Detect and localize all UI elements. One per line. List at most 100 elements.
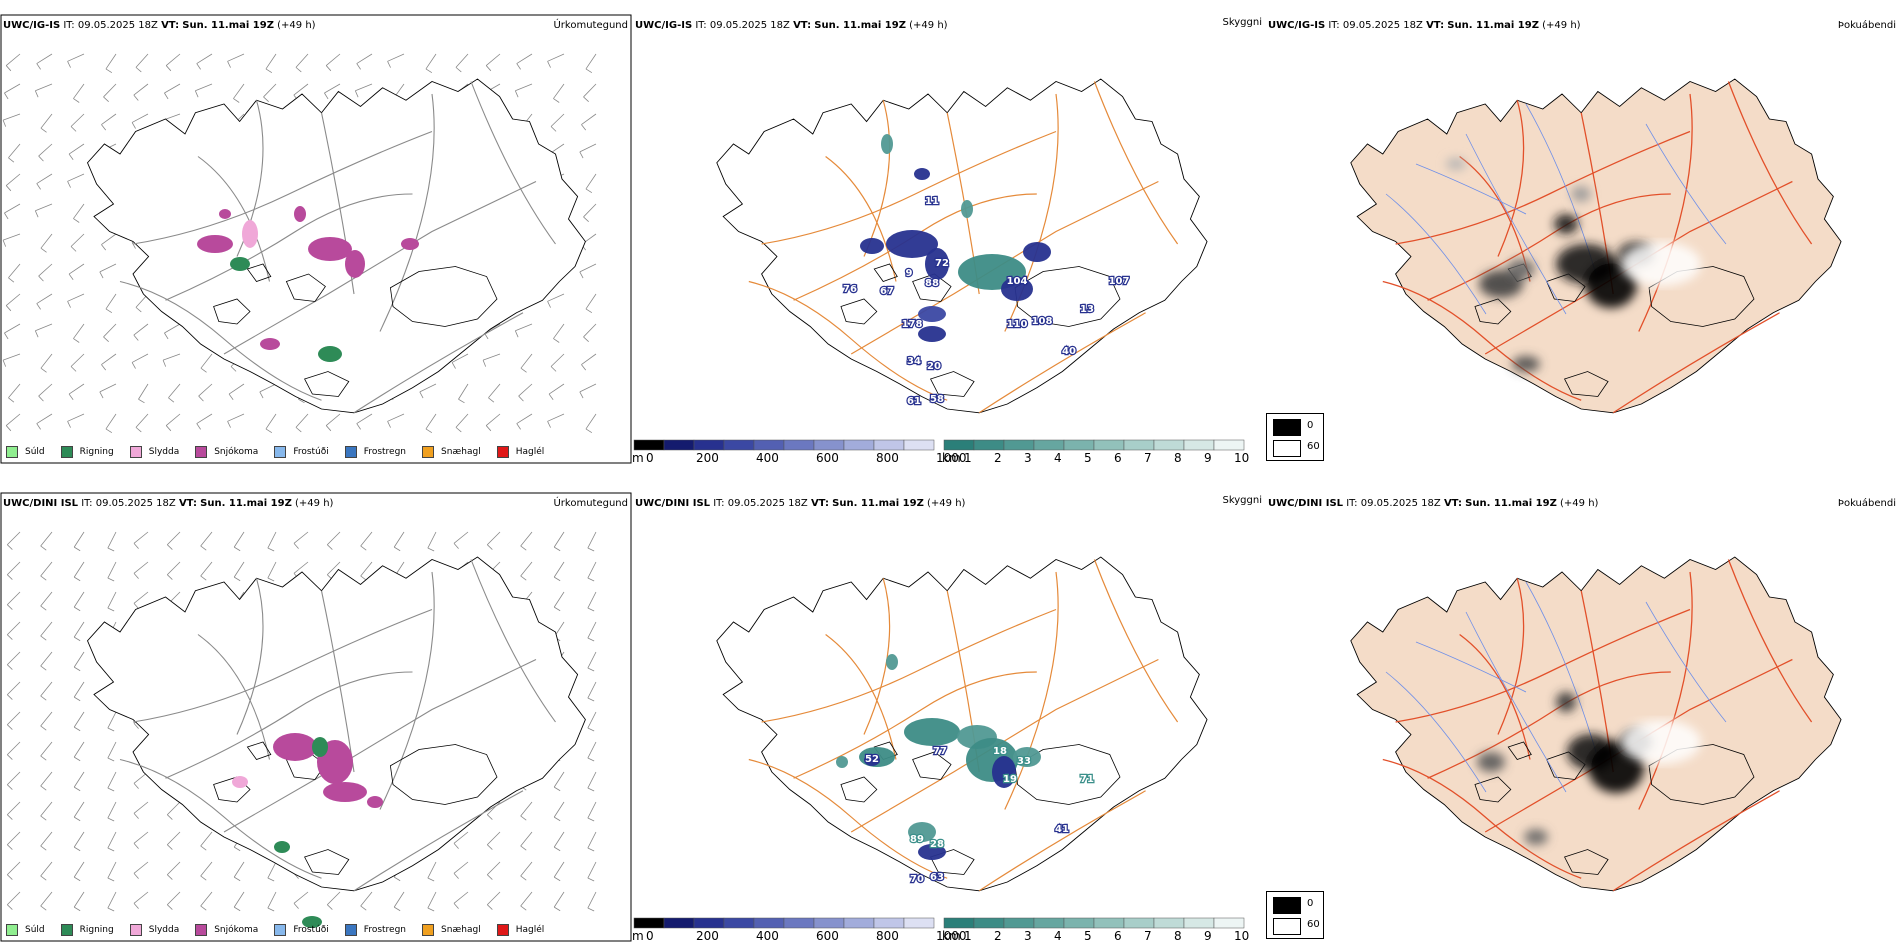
scale-swatch [663, 439, 695, 451]
visibility-panel: 77 18 33 19 71 52 41 89 28 70 63 UWC/DINI ISL IT: 0… [632, 492, 1268, 943]
scale-tick: 9 [1204, 929, 1212, 943]
model-name: UWC/IG-IS [3, 20, 61, 31]
scale-swatch [753, 439, 785, 451]
scale-swatch [693, 439, 725, 451]
panel-header: UWC/IG-IS IT: 09.05.2025 18Z VT: Sun. 11… [1268, 20, 1581, 32]
visibility-value-label: 58 [930, 394, 944, 405]
scale-swatch [723, 917, 755, 929]
rivers [1385, 581, 1727, 793]
visibility-value-label: 107 [1109, 276, 1130, 287]
scale-swatch [1063, 917, 1095, 929]
scale-swatch [973, 439, 1005, 451]
panel-title: Þokuábendi [1837, 498, 1896, 509]
legend-label: Snjókoma [214, 447, 259, 457]
precip-areas [232, 733, 383, 928]
scale-tick: 2 [994, 451, 1002, 465]
legend-item: Slydda [129, 446, 180, 458]
lead-time: (+49 h) [1560, 498, 1599, 509]
scale-swatch [903, 439, 935, 451]
scale-swatch [723, 439, 755, 451]
legend-item: Snjókoma [195, 446, 258, 458]
it-value: 09.05.2025 18Z [709, 20, 790, 31]
scale-tick: 2 [994, 929, 1002, 943]
fog-legend-label: 0 [1307, 898, 1314, 909]
visibility-value-label: 28 [930, 839, 944, 850]
fog-legend: 0 60 [1266, 891, 1324, 939]
scale-swatch [1003, 917, 1035, 929]
panel-header: UWC/DINI ISL IT: 09.05.2025 18Z VT: Sun.… [1268, 498, 1598, 510]
legend-item: Frostregn [344, 446, 407, 458]
vt-label: VT: [793, 20, 812, 31]
scale-swatch [1153, 917, 1185, 929]
lead-time: (+49 h) [927, 498, 966, 509]
scale-swatch [1183, 917, 1215, 929]
precip-areas [197, 206, 419, 362]
fog-legend-swatch [1273, 918, 1301, 935]
scale-swatch [1183, 439, 1215, 451]
visibility-value-label: 77 [933, 746, 947, 757]
visibility-value-label: 110 [1007, 319, 1028, 330]
legend-swatch [274, 924, 287, 936]
model-name: UWC/DINI ISL [635, 498, 711, 509]
visibility-panel: 11 72 9 76 67 88 178 104 107 13 110 108 40 34 20 61 58 UW… [632, 14, 1268, 465]
scale-tick: 1000 [936, 451, 967, 465]
scale-tick: 0 [646, 451, 654, 465]
visibility-value-label: 20 [927, 361, 941, 372]
legend-label: Slydda [148, 447, 180, 457]
legend-swatch [422, 446, 435, 458]
vt-value: Sun. 11.mai 19Z [1465, 498, 1557, 509]
visibility-value-label: 52 [865, 754, 879, 765]
panel-header: UWC/DINI ISL IT: 09.05.2025 18Z VT: Sun.… [3, 498, 333, 510]
visibility-value-label: 178 [902, 319, 923, 330]
legend-label: Frostregn [363, 447, 407, 457]
fog-legend-swatch [1273, 419, 1301, 436]
scale-swatch [633, 917, 665, 929]
scale-swatch [903, 917, 935, 929]
panel-title: Þokuábendi [1837, 20, 1896, 31]
lead-time: (+49 h) [1542, 20, 1581, 31]
visibility-scale-m: m 0 200 400 600 800 1000 [632, 916, 967, 946]
legend-label: Súld [25, 447, 45, 457]
scale-tick: 6 [1114, 929, 1122, 943]
scale-swatch [1153, 439, 1185, 451]
visibility-value-label: 72 [935, 258, 949, 269]
scale-swatch [1093, 917, 1125, 929]
scale-swatch [663, 917, 695, 929]
visibility-value-label: 108 [1032, 316, 1053, 327]
scale-swatch [783, 917, 815, 929]
legend-item: Rigning [60, 924, 114, 936]
visibility-value-label: 89 [910, 834, 924, 845]
vt-label: VT: [161, 20, 180, 31]
lead-time: (+49 h) [909, 20, 948, 31]
it-label: IT: [1346, 498, 1358, 509]
precip-legend: Súld Rigning Slydda Snjókoma Frostúði Frostre… [6, 446, 560, 458]
visibility-value-label: 18 [993, 746, 1007, 757]
scale-tick: 600 [816, 929, 839, 943]
vt-value: Sun. 11.mai 19Z [1447, 20, 1539, 31]
model-name: UWC/IG-IS [635, 20, 693, 31]
scale-tick: 1 [964, 451, 972, 465]
visibility-value-label: 9 [906, 268, 913, 279]
fog-index-panel: UWC/IG-IS IT: 09.05.2025 18Z VT: Sun. 11… [1266, 14, 1900, 464]
legend-swatch [344, 446, 357, 458]
it-label: IT: [1328, 20, 1340, 31]
legend-item: Haglél [496, 446, 544, 458]
visibility-value-label: 61 [907, 396, 921, 407]
scale-tick: 5 [1084, 929, 1092, 943]
visibility-value-label: 104 [1007, 276, 1028, 287]
scale-tick: 1 [964, 929, 972, 943]
visibility-value-label: 67 [880, 286, 894, 297]
fog-index-map [1350, 78, 1842, 414]
fog-legend-label: 60 [1307, 441, 1320, 452]
legend-item: Snjókoma [195, 924, 258, 936]
legend-swatch [496, 446, 509, 458]
visibility-value-label: 71 [1080, 774, 1094, 785]
visibility-value-label: 34 [907, 356, 921, 367]
scale-tick: 800 [876, 451, 899, 465]
legend-swatch [195, 924, 208, 936]
scale-swatch [813, 439, 845, 451]
scale-tick: 10 [1234, 451, 1250, 465]
panel-header: UWC/IG-IS IT: 09.05.2025 18Z VT: Sun. 11… [3, 20, 316, 32]
scale-tick: 10 [1234, 929, 1250, 943]
